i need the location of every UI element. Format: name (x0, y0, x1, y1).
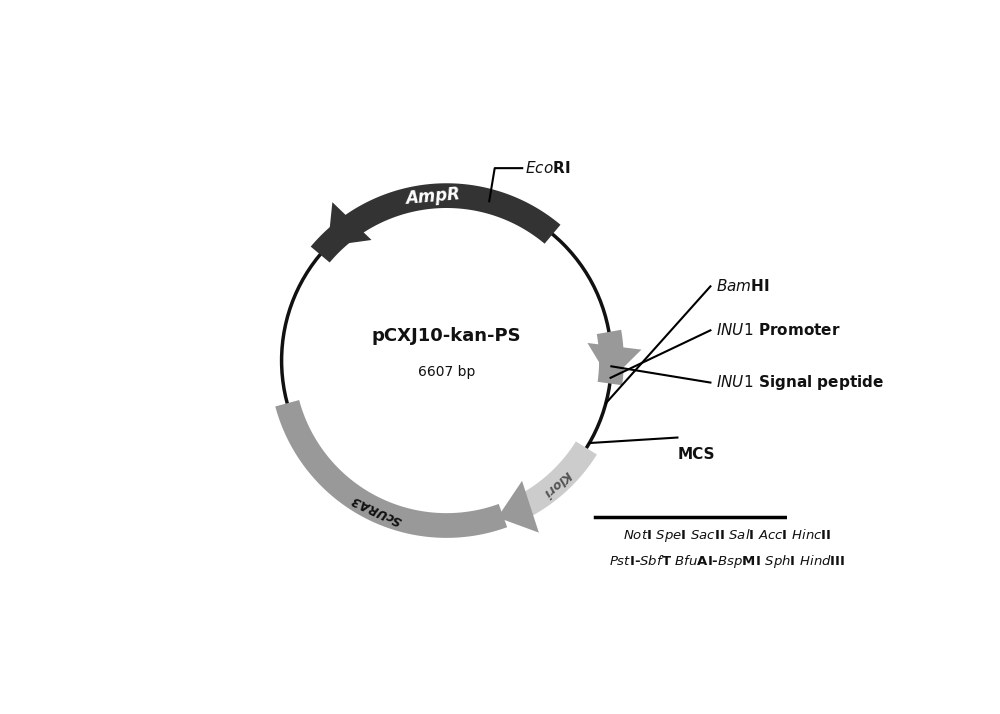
Text: $\it{Not}$I $\it{Spe}$I $\it{Sac}$II $\it{Sal}$I $\it{Acc}$I $\it{Hinc}$II: $\it{Not}$I $\it{Spe}$I $\it{Sac}$II $\i… (623, 527, 831, 544)
Polygon shape (497, 481, 539, 533)
Polygon shape (587, 343, 641, 381)
Polygon shape (513, 441, 597, 520)
Text: $\it{Pst}$I-$\it{Sbf}$T $\it{Bfu}$AI-$\it{Bsp}$MI $\it{Sph}$I $\it{Hind}$III: $\it{Pst}$I-$\it{Sbf}$T $\it{Bfu}$AI-$\i… (609, 553, 845, 570)
Text: ScURA3: ScURA3 (349, 493, 404, 528)
Polygon shape (275, 400, 507, 538)
Polygon shape (597, 330, 624, 386)
Polygon shape (328, 202, 372, 246)
Text: $\it{Eco}$RI: $\it{Eco}$RI (525, 160, 570, 176)
Polygon shape (311, 183, 560, 263)
Text: $\it{Bam}$HI: $\it{Bam}$HI (716, 278, 770, 294)
Text: $\it{INU1}$ Signal peptide: $\it{INU1}$ Signal peptide (716, 373, 884, 392)
Text: pCXJ10-kan-PS: pCXJ10-kan-PS (372, 327, 521, 345)
Text: AmpR: AmpR (404, 185, 460, 208)
Text: MCS: MCS (677, 446, 715, 461)
Text: 6607 bp: 6607 bp (418, 365, 475, 378)
Text: $\it{INU1}$ Promoter: $\it{INU1}$ Promoter (716, 322, 841, 338)
Text: Klori: Klori (540, 467, 573, 499)
